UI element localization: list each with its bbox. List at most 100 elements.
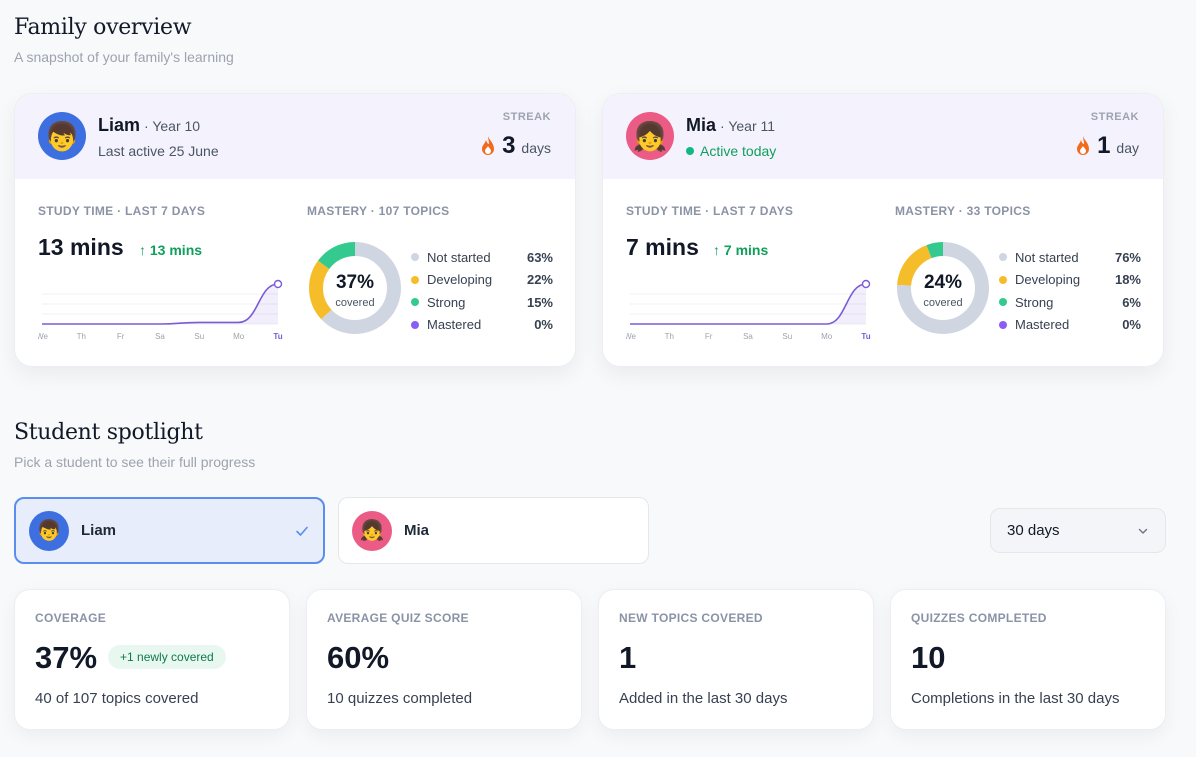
student-card-liam[interactable]: 👦 Liam · Year 10 Last active 25 June STRE… [14,93,576,367]
streak-unit: days [521,140,551,156]
avatar-boy-icon: 👦 [29,510,69,551]
covered-percent: 37% [335,272,375,293]
day-label: Sa [743,332,753,341]
sparkline-point [273,279,283,289]
flame-icon [482,136,495,155]
stat-description: Completions in the last 30 days [911,690,1120,707]
streak-number: 1 [1097,132,1111,159]
student-name: Liam · Year 10 [98,115,201,135]
student-name: Mia · Year 11 [686,115,776,135]
stat-description: Added in the last 30 days [619,690,788,707]
legend-swatch [411,275,419,284]
mastery-label: MASTERY · 107 TOPICS [307,204,450,218]
donut-segment [897,242,989,334]
avatar-girl-icon: 👧 [352,510,392,551]
stat-label: NEW TOPICS COVERED [619,611,763,625]
legend-item: Developing 22% [411,269,553,292]
picker-name: Mia [404,522,430,539]
streak-number: 3 [502,132,516,159]
stat-card-quiz-score: AVERAGE QUIZ SCORE 60% 10 quizzes comple… [306,589,582,730]
date-range-select[interactable]: 30 days [990,508,1166,553]
day-label: Fr [117,332,125,341]
donut-segment [309,242,401,334]
legend-swatch [999,253,1007,262]
legend-item: Strong 15% [411,291,553,314]
covered-label: covered [335,297,375,309]
card-header: 👧 Mia · Year 11 Active today STREAK 1 day [603,94,1163,179]
stat-card-quizzes-completed: QUIZZES COMPLETED 10 Completions in the … [890,589,1166,730]
newly-covered-badge: +1 newly covered [108,645,226,669]
donut-segment [309,242,401,334]
legend-label: Developing [1015,272,1081,288]
legend-label: Strong [1015,294,1054,310]
day-label: Fr [705,332,713,341]
streak-value: 1 day [1075,132,1139,160]
legend-item: Strong 6% [999,291,1141,314]
stat-card-new-topics: NEW TOPICS COVERED 1 Added in the last 3… [598,589,874,730]
check-icon [296,526,308,536]
spotlight-title: Student spotlight [14,420,203,445]
day-label: Mo [821,332,833,341]
legend-percent: 76% [1114,249,1141,265]
study-sparkline: We Th Fr Sa Su Mo Tu [626,279,871,341]
study-time-delta: ↑ 13 mins [139,242,203,258]
day-label: Tu [861,332,870,341]
stat-description: 40 of 107 topics covered [35,690,199,707]
active-dot-icon [686,147,694,155]
mastery-donut [897,242,989,334]
sparkline-line [42,283,279,325]
flame-icon [1077,136,1090,155]
streak-value: 3 days [480,132,551,160]
study-time-delta: ↑ 7 mins [713,242,769,258]
legend-label: Strong [427,294,466,310]
study-time-label: STUDY TIME · LAST 7 DAYS [626,204,794,218]
stat-label: QUIZZES COMPLETED [911,611,1047,625]
legend-swatch [999,275,1007,284]
legend-item: Not started 76% [999,246,1141,269]
page-title: Family overview [14,15,192,40]
legend-swatch [999,320,1007,329]
stat-card-coverage: COVERAGE 37% +1 newly covered 40 of 107 … [14,589,290,730]
student-year: · Year 10 [144,118,201,134]
student-year: · Year 11 [720,118,776,134]
stat-description: 10 quizzes completed [327,690,473,707]
day-label: We [626,332,636,341]
legend-percent: 22% [526,272,553,288]
streak-unit: day [1116,140,1139,156]
sparkline-area [630,284,866,324]
picker-name: Liam [81,522,117,539]
mastery-donut [309,242,401,334]
day-label: Mo [233,332,245,341]
sparkline-point [861,279,871,289]
mastery-label: MASTERY · 33 TOPICS [895,204,1031,218]
legend-swatch [999,298,1007,307]
card-header: 👦 Liam · Year 10 Last active 25 June STRE… [15,94,575,179]
spotlight-subtitle: Pick a student to see their full progres… [14,454,256,470]
covered-label: covered [923,297,963,309]
streak-label: STREAK [1090,111,1139,123]
study-time-label: STUDY TIME · LAST 7 DAYS [38,204,206,218]
active-status: Active today [686,143,776,159]
day-label: Tu [273,332,282,341]
student-card-mia[interactable]: 👧 Mia · Year 11 Active today STREAK 1 day… [602,93,1164,367]
study-time-value: 7 mins [626,234,699,260]
legend-percent: 63% [526,249,553,265]
avatar-girl-icon: 👧 [626,112,674,160]
stat-label: AVERAGE QUIZ SCORE [327,611,469,625]
student-picker-mia[interactable]: 👧 Mia [338,497,649,564]
legend-item: Mastered 0% [411,314,553,337]
day-label: Su [782,332,792,341]
legend-item: Not started 63% [411,246,553,269]
sparkline-line [630,283,867,325]
covered-percent: 24% [923,272,963,293]
student-picker-liam[interactable]: 👦 Liam [14,497,325,564]
legend-label: Not started [427,249,491,265]
day-label: We [38,332,48,341]
legend-percent: 0% [1122,317,1141,333]
mastery-legend: Not started 63% Developing 22% Strong 15% Mast… [411,246,553,336]
legend-percent: 0% [534,317,553,333]
chevron-down-icon [1138,528,1148,534]
legend-label: Mastered [427,317,482,333]
legend-percent: 6% [1122,294,1141,310]
date-range-value: 30 days [1007,522,1060,539]
